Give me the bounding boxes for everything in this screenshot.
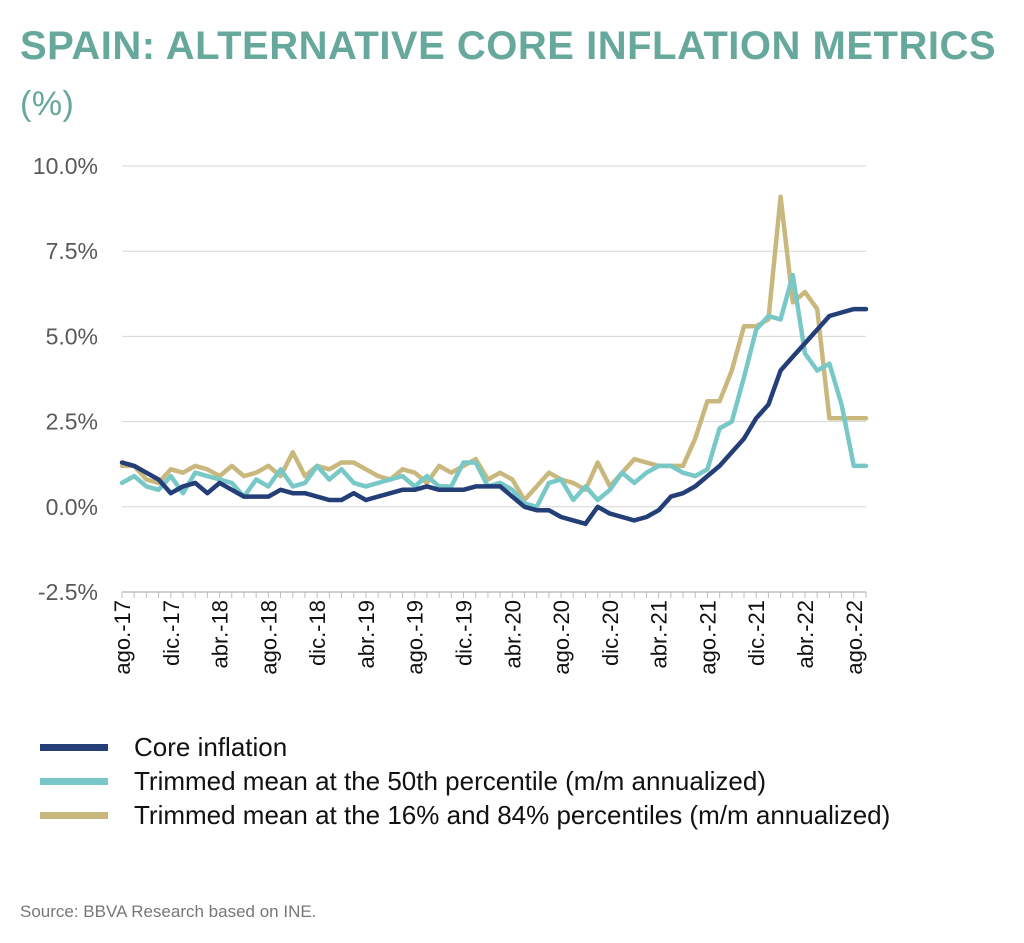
y-tick-label: 0.0% <box>46 494 98 520</box>
y-tick-label: 10.0% <box>33 153 98 179</box>
series-line-2 <box>119 272 869 510</box>
legend-label: Trimmed mean at the 16% and 84% percenti… <box>134 799 891 830</box>
x-tick-label: abr.-19 <box>354 600 379 669</box>
x-tick-label: abr.-22 <box>793 600 818 669</box>
x-tick-label: abr.-20 <box>500 600 525 669</box>
legend-label: Trimmed mean at the 50th percentile (m/m… <box>134 765 766 796</box>
legend-swatch <box>40 777 108 785</box>
x-tick-label: dic.-20 <box>598 600 623 666</box>
y-tick-label: 2.5% <box>46 409 98 435</box>
x-tick-label: dic.-21 <box>744 600 769 666</box>
x-tick-label: dic.-17 <box>159 600 184 666</box>
legend-item: Core inflation <box>40 730 1020 764</box>
x-tick-label: abr.-18 <box>208 600 233 669</box>
source-note: Source: BBVA Research based on INE. <box>20 902 317 921</box>
y-tick-label: 5.0% <box>46 323 98 349</box>
legend-swatch <box>40 743 108 751</box>
x-tick-label: dic.-19 <box>452 600 477 666</box>
x-tick-label: ago.-19 <box>403 600 428 675</box>
series-line-3 <box>119 194 869 503</box>
x-tick-label: ago.-21 <box>695 600 720 675</box>
x-tick-label: dic.-18 <box>305 600 330 666</box>
legend-label: Core inflation <box>134 731 288 762</box>
x-tick-label: ago.-17 <box>110 600 135 675</box>
chart-title: SPAIN: ALTERNATIVE CORE INFLATION METRIC… <box>20 18 1000 132</box>
y-tick-label: 7.5% <box>46 238 98 264</box>
line-chart: -2.5% 0.0% 2.5% 5.0% 7.5% 10.0% ago.-17 dic.-17… <box>33 153 869 675</box>
series-line-1 <box>119 306 869 527</box>
legend-item: Trimmed mean at the 16% and 84% percenti… <box>40 798 1020 832</box>
chart-title-unit: (%) <box>20 85 75 123</box>
chart-title-main: SPAIN: ALTERNATIVE CORE INFLATION METRIC… <box>20 24 997 68</box>
x-tick-label: abr.-21 <box>647 600 672 669</box>
legend-item: Trimmed mean at the 50th percentile (m/m… <box>40 764 1020 798</box>
x-tick-label: ago.-20 <box>549 600 574 675</box>
x-tick-label: ago.-22 <box>842 600 867 675</box>
y-tick-label: -2.5% <box>38 579 98 605</box>
legend-swatch <box>40 811 108 819</box>
x-tick-label: ago.-18 <box>256 600 281 675</box>
chart-legend: Core inflation Trimmed mean at the 50th p… <box>40 730 1020 832</box>
